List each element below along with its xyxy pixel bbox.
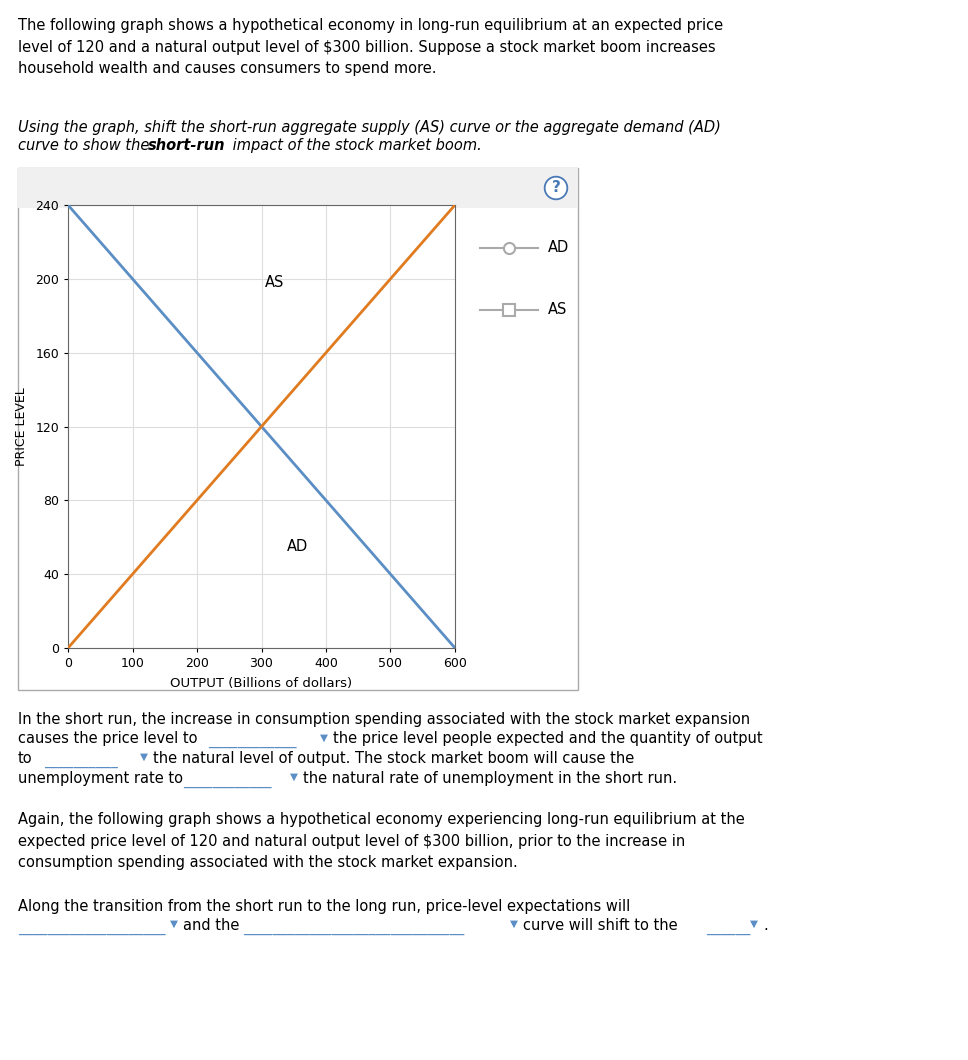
Text: curve will shift to the: curve will shift to the	[523, 918, 678, 933]
Text: .: .	[763, 918, 768, 933]
Text: impact of the stock market boom.: impact of the stock market boom.	[228, 138, 482, 153]
Text: AS: AS	[264, 275, 284, 290]
Text: ?: ?	[552, 180, 560, 195]
Text: the natural rate of unemployment in the short run.: the natural rate of unemployment in the …	[303, 771, 678, 785]
Bar	[18, 167, 578, 208]
Text: Using the graph, shift the short-run aggregate supply (AS) curve or the aggregat: Using the graph, shift the short-run agg…	[18, 120, 721, 135]
Text: unemployment rate to: unemployment rate to	[18, 771, 183, 785]
Text: ▼: ▼	[320, 732, 328, 742]
Text: the natural level of output. The stock market boom will cause the: the natural level of output. The stock m…	[153, 750, 634, 766]
Text: to: to	[18, 750, 33, 766]
Text: Along the transition from the short run to the long run, price-level expectation: Along the transition from the short run …	[18, 899, 630, 914]
Text: __________: __________	[44, 753, 118, 768]
Text: short-run: short-run	[148, 138, 226, 153]
Text: In the short run, the increase in consumption spending associated with the stock: In the short run, the increase in consum…	[18, 712, 750, 727]
X-axis label: OUTPUT (Billions of dollars): OUTPUT (Billions of dollars)	[170, 677, 352, 690]
Text: ▼: ▼	[290, 772, 298, 781]
Text: Again, the following graph shows a hypothetical economy experiencing long-run eq: Again, the following graph shows a hypot…	[18, 812, 744, 870]
Y-axis label: PRICE LEVEL: PRICE LEVEL	[15, 387, 28, 466]
Text: causes the price level to: causes the price level to	[18, 731, 197, 746]
Text: and the: and the	[183, 918, 239, 933]
Text: ____________: ____________	[183, 773, 271, 788]
Text: The following graph shows a hypothetical economy in long-run equilibrium at an e: The following graph shows a hypothetical…	[18, 18, 723, 76]
Text: AD: AD	[287, 538, 309, 554]
Text: ____________________: ____________________	[18, 920, 166, 935]
Text: the price level people expected and the quantity of output: the price level people expected and the …	[333, 731, 763, 746]
Text: ______________________________: ______________________________	[243, 920, 465, 935]
Bar	[18, 167, 578, 690]
Text: ______: ______	[706, 920, 750, 935]
Text: curve to show the: curve to show the	[18, 138, 154, 153]
Text: ▼: ▼	[170, 919, 178, 929]
Text: ▼: ▼	[140, 752, 148, 762]
Text: ▼: ▼	[750, 919, 758, 929]
Text: ____________: ____________	[208, 734, 296, 748]
Text: ▼: ▼	[510, 919, 518, 929]
Text: AS: AS	[548, 302, 567, 318]
Text: AD: AD	[548, 241, 569, 255]
